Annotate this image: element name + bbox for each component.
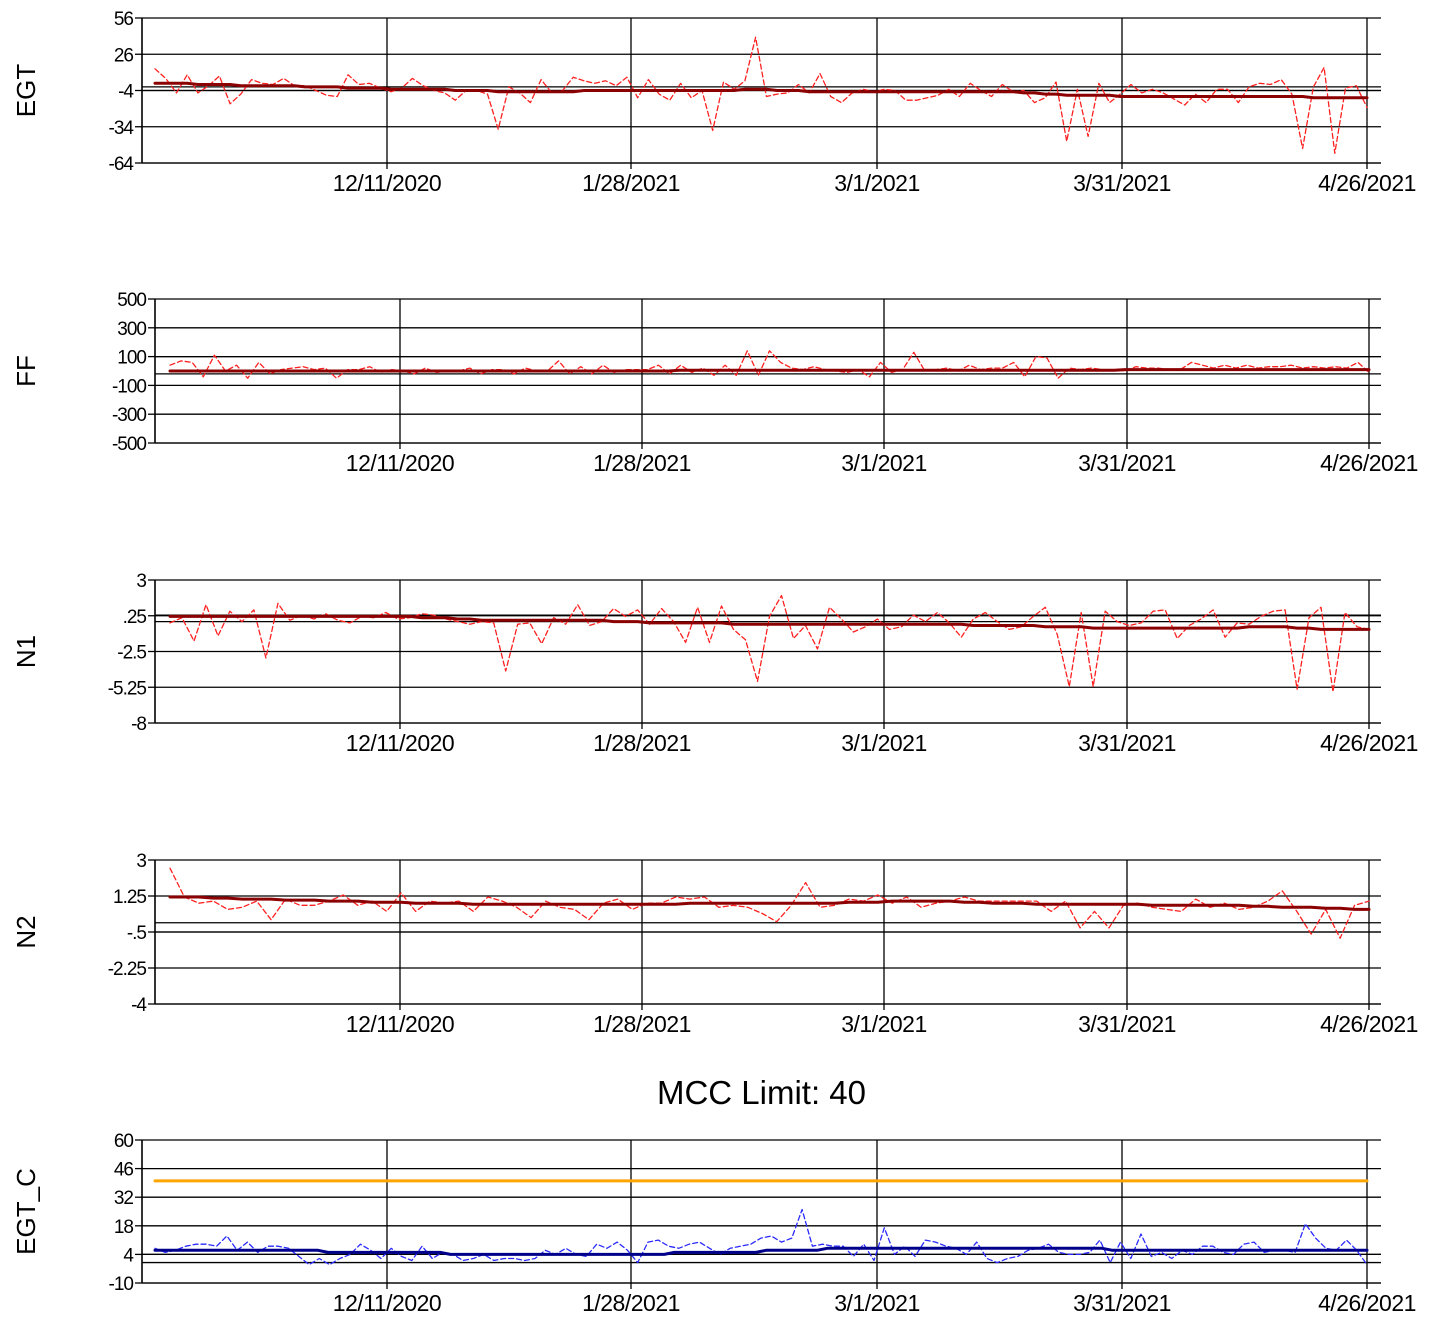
y-tick-label: 3	[136, 571, 146, 592]
x-tick-label: 4/26/2021	[1320, 450, 1418, 476]
x-tick-label: 12/11/2020	[346, 450, 454, 476]
x-tick-label: 1/28/2021	[582, 1290, 680, 1316]
y-tick-label: -10	[109, 1274, 134, 1295]
y-tick-label: 56	[114, 9, 134, 30]
x-tick-label: 12/11/2020	[333, 1290, 441, 1316]
y-tick-label: -4	[118, 82, 134, 103]
chart-panel-ff: FF 500 300 100 -100 -300 -500 12/11/2020 1/28/20…	[11, 290, 1419, 476]
y-tick-label: -300	[112, 405, 146, 426]
y-tick-label: 500	[117, 290, 146, 311]
x-tick-label: 4/26/2021	[1320, 1011, 1418, 1037]
chart-panel-n2: N2 3 1.25 -.5 -2.25 -4 12/11/2020 1/28/2021 3/1/…	[11, 851, 1419, 1037]
y-tick-label: 26	[114, 45, 134, 66]
x-tick-label: 4/26/2021	[1320, 730, 1418, 756]
y-tick-label: 46	[114, 1160, 134, 1181]
x-tick-label: 1/28/2021	[593, 450, 691, 476]
x-tick-label: 3/1/2021	[841, 730, 927, 756]
x-tick-label: 1/28/2021	[582, 170, 680, 196]
x-tick-label: 12/11/2020	[346, 1011, 454, 1037]
y-axis-label: FF	[11, 355, 41, 387]
chart-panel-n1: N1 3 .25 -2.5 -5.25 -8 12/11/2020 1/28/2021 3/1/…	[11, 571, 1419, 756]
y-tick-label: -100	[112, 376, 146, 397]
x-tick-label: 4/26/2021	[1318, 1290, 1416, 1316]
series-trend-line	[168, 895, 1371, 911]
x-tick-label: 3/31/2021	[1078, 730, 1176, 756]
x-tick-label: 4/26/2021	[1318, 170, 1416, 196]
y-tick-label: 3	[136, 851, 146, 872]
x-tick-label: 1/28/2021	[593, 730, 691, 756]
x-tick-label: 3/1/2021	[834, 1290, 920, 1316]
y-axis-label: EGT_C	[11, 1168, 41, 1255]
y-axis-label: N2	[11, 915, 41, 948]
series-raw-line	[154, 36, 1368, 154]
y-tick-label: -5.25	[108, 678, 147, 699]
series-trend-line	[168, 614, 1371, 631]
chart-title: MCC Limit: 40	[657, 1074, 866, 1111]
x-tick-label: 3/1/2021	[841, 450, 927, 476]
x-tick-label: 12/11/2020	[333, 170, 441, 196]
y-tick-label: 60	[114, 1131, 134, 1152]
y-tick-label: -.5	[127, 923, 147, 944]
x-tick-label: 3/31/2021	[1073, 170, 1171, 196]
chart-panel-egt-c: MCC Limit: 40 EGT_C 60 46 32 18 4 -10 12/11/2020…	[11, 1074, 1417, 1316]
y-tick-label: -4	[131, 995, 147, 1016]
y-tick-label: 300	[117, 319, 146, 340]
series-trend-line	[153, 81, 1369, 100]
x-tick-label: 3/31/2021	[1078, 1011, 1176, 1037]
x-tick-label: 3/1/2021	[834, 170, 920, 196]
series-raw-line	[154, 1208, 1368, 1266]
series-trend-line	[153, 1246, 1369, 1256]
y-tick-label: -8	[131, 714, 146, 735]
y-tick-label: .25	[123, 607, 147, 628]
chart-panel-egt: EGT 56 26 -4 -34 -64 12/11/2020 1/28/2021 3/1/20…	[11, 9, 1417, 196]
series-raw-line	[169, 594, 1370, 693]
y-tick-label: 32	[114, 1188, 134, 1209]
x-tick-label: 3/1/2021	[841, 1011, 927, 1037]
y-tick-label: -2.5	[117, 643, 146, 664]
x-tick-label: 3/31/2021	[1078, 450, 1176, 476]
series-trend-line	[168, 368, 1371, 373]
y-tick-label: -2.25	[108, 959, 147, 980]
y-axis-label: N1	[11, 635, 41, 668]
x-tick-label: 1/28/2021	[593, 1011, 691, 1037]
x-tick-label: 12/11/2020	[346, 730, 454, 756]
y-tick-label: 4	[123, 1245, 134, 1266]
x-tick-label: 3/31/2021	[1073, 1290, 1171, 1316]
y-tick-label: -64	[109, 154, 135, 175]
y-tick-label: 18	[114, 1217, 134, 1238]
y-tick-label: 100	[117, 348, 146, 369]
y-axis-label: EGT	[11, 64, 41, 118]
y-tick-label: 1.25	[113, 887, 146, 908]
y-tick-label: -500	[112, 434, 146, 455]
y-tick-label: -34	[109, 118, 135, 139]
